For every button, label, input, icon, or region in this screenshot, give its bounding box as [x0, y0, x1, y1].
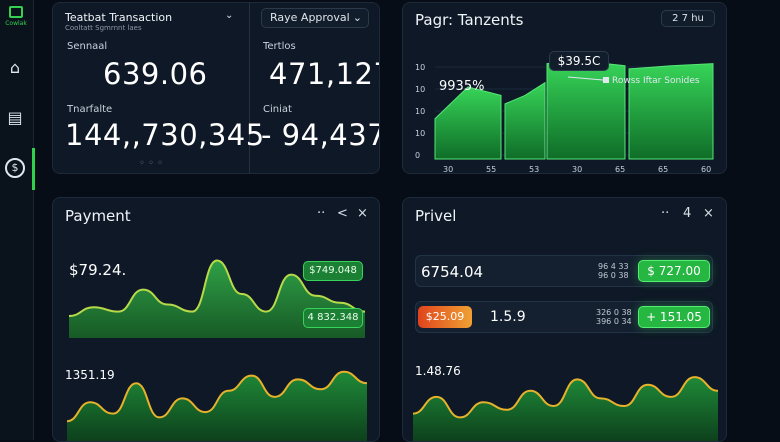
x-tick-label: 30 — [443, 165, 453, 174]
legend-label: Rowss Iftar Sonides — [603, 76, 700, 86]
stat-value: - 94,437 — [261, 118, 380, 152]
percent-label: 9935% — [439, 79, 484, 94]
x-tick-label: 65 — [615, 165, 625, 174]
y-tick-label: 0 — [415, 151, 420, 160]
stat-value: 639.06 — [103, 57, 207, 91]
stat-label: Tnarfalte — [67, 104, 112, 115]
y-tick-label: 10 — [415, 63, 425, 72]
stat-label: Ciniat — [263, 104, 292, 115]
pager-dots[interactable]: ◦ ◦ ◦ — [139, 158, 163, 169]
y-tick-label: 10 — [415, 129, 425, 138]
price-callout: $39.5C — [549, 51, 609, 71]
x-tick-label: 65 — [658, 165, 668, 174]
payment-value-top: $79.24. — [69, 261, 126, 279]
stat-value: 471,127 — [269, 57, 380, 91]
x-tick-label: 55 — [486, 165, 496, 174]
home-icon[interactable]: ⌂ — [5, 58, 25, 78]
logo-icon — [9, 6, 23, 18]
y-tick-label: 10 — [415, 85, 425, 94]
payment-bottom-area — [67, 372, 367, 442]
payment-chip-top: $749.048 — [303, 261, 363, 281]
chart-segment — [505, 83, 545, 159]
privel-panel: Privel ·· 4 × 6754.04 96 4 33 96 0 38 $ … — [402, 197, 727, 442]
dollar-icon[interactable]: $ — [5, 158, 25, 178]
sidebar: Cowlak ⌂ ▤ $ — [0, 0, 34, 440]
y-tick-label: 10 — [415, 107, 425, 116]
privel-value-bottom: 1.48.76 — [415, 364, 461, 378]
payment-value-bottom: 1351.19 — [65, 368, 115, 382]
stat-label: Tertlos — [263, 41, 296, 52]
dropdown-value: Raye Approval — [270, 11, 350, 24]
panel-subtitle: Cooltatt Sgmrnnt laes — [65, 24, 142, 32]
legend-text: Rowss Iftar Sonides — [612, 76, 700, 86]
payment-chip-bottom: 4 832.348 — [303, 308, 363, 328]
legend-swatch — [603, 77, 609, 83]
x-tick-label: 30 — [572, 165, 582, 174]
chevron-down-icon: ⌄ — [353, 9, 362, 27]
privel-chart — [403, 198, 727, 442]
x-tick-label: 53 — [529, 165, 539, 174]
transaction-panel: Teatbat Transaction Cooltatt Sgmrnnt lae… — [52, 2, 380, 174]
payment-panel: Payment ·· < × $79.24. $749.048 4 832.34… — [52, 197, 380, 442]
x-tick-label: 60 — [701, 165, 711, 174]
panel-title: Teatbat Transaction — [65, 11, 172, 24]
stat-value: 144,,730,345 — [65, 118, 265, 152]
chevron-down-icon[interactable]: ⌄ — [225, 10, 233, 21]
privel-bottom-area — [413, 377, 718, 442]
app-logo[interactable]: Cowlak — [2, 6, 30, 27]
stat-label: Sennaal — [67, 41, 107, 52]
folder-icon[interactable]: ▤ — [5, 108, 25, 128]
approval-dropdown[interactable]: Raye Approval ⌄ — [261, 8, 369, 28]
chart-segment — [435, 87, 501, 159]
sidebar-active-indicator — [32, 148, 35, 190]
logo-text: Cowlak — [2, 20, 30, 27]
